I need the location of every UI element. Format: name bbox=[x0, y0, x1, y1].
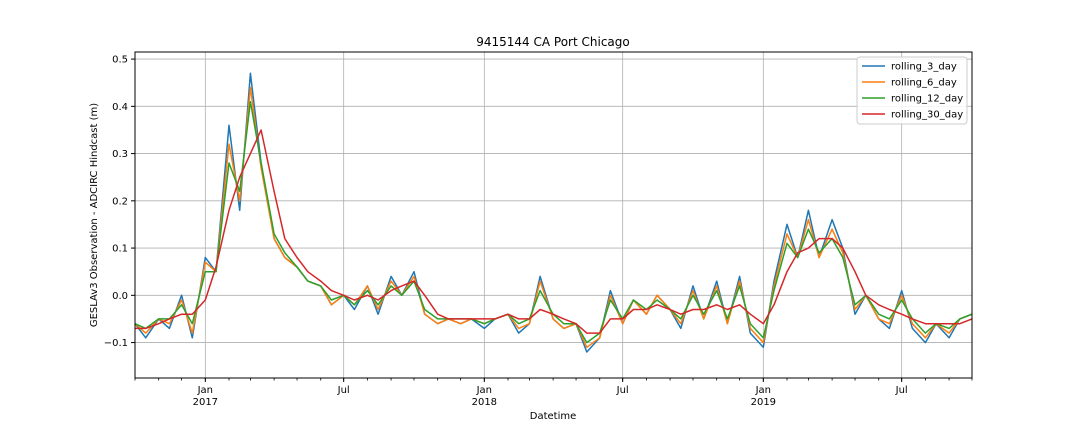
x-axis-title: Datetime bbox=[530, 411, 577, 422]
chart-title: 9415144 CA Port Chicago bbox=[476, 35, 630, 49]
legend-box bbox=[856, 56, 968, 125]
x-tick-label: Jan bbox=[476, 385, 492, 396]
legend-label: rolling_3_day bbox=[891, 62, 957, 73]
y-tick-label: 0.4 bbox=[112, 102, 128, 113]
x-tick-year-label: 2017 bbox=[193, 397, 218, 408]
y-tick-label: 0.1 bbox=[112, 244, 128, 255]
x-tick-year-label: 2018 bbox=[472, 397, 497, 408]
series-line-rolling-6-day bbox=[134, 86, 973, 349]
x-tick-label: Jul bbox=[616, 385, 629, 396]
legend-label: rolling_30_day bbox=[891, 110, 963, 121]
x-tick-label: Jan bbox=[197, 385, 213, 396]
legend-label: rolling_6_day bbox=[891, 78, 957, 89]
series-line-rolling-30-day bbox=[135, 129, 973, 334]
x-tick-label: Jul bbox=[337, 385, 350, 396]
x-tick-label: Jan bbox=[755, 385, 771, 396]
y-tick-label: 0.2 bbox=[112, 196, 128, 207]
y-tick-label: −0.1 bbox=[104, 338, 128, 349]
x-tick-label: Jul bbox=[895, 385, 908, 396]
legend-label: rolling_12_day bbox=[891, 94, 963, 105]
y-axis-title: GESLAv3 Observation - ADCIRC Hindcast (m… bbox=[89, 103, 100, 327]
legend: rolling_3_day rolling_6_day rolling_12_day… bbox=[856, 56, 968, 125]
series-layer bbox=[134, 72, 973, 353]
y-tick-label: 0.5 bbox=[112, 55, 128, 66]
x-tick-year-label: 2019 bbox=[751, 397, 776, 408]
y-tick-label: 0.0 bbox=[112, 291, 128, 302]
y-axis: −0.1 0.0 0.1 0.2 0.3 0.4 0.5 bbox=[104, 55, 135, 349]
y-tick-label: 0.3 bbox=[112, 149, 128, 160]
